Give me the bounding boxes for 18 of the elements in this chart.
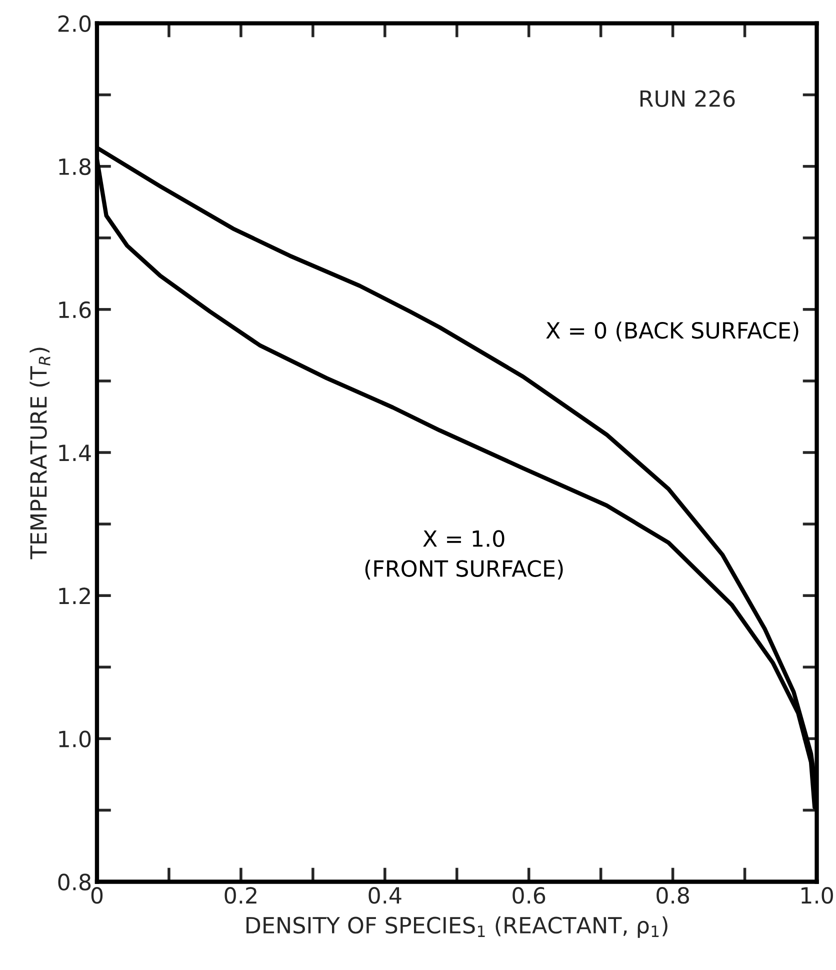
y-tick-label: 1.4 bbox=[59, 444, 91, 461]
x-tick-label: 0.2 bbox=[224, 886, 256, 904]
x-tick-label: 0.6 bbox=[512, 886, 546, 904]
y-axis-title: TEMPERATURE (T$_{R}$) bbox=[30, 348, 50, 560]
series-label: X = 1.0 (FRONT SURFACE) bbox=[365, 530, 563, 580]
x-tick-label: 0 bbox=[91, 886, 103, 904]
y-tick-label: 1.2 bbox=[59, 588, 90, 604]
x-tick-label: 0.8 bbox=[656, 886, 689, 904]
y-tick-label: 1.8 bbox=[59, 158, 91, 176]
x-tick-label: 1.0 bbox=[802, 886, 833, 904]
y-tick-label: 1.6 bbox=[59, 301, 91, 318]
y-tick-label: 1.0 bbox=[59, 730, 91, 748]
x-tick-label: 0.4 bbox=[368, 886, 402, 904]
annotation: RUN 226 bbox=[640, 90, 735, 107]
y-tick-label: 2.0 bbox=[58, 15, 91, 32]
series-label: X = 0 (BACK SURFACE) bbox=[546, 322, 798, 342]
y-tick-label: 0.8 bbox=[58, 874, 91, 890]
x-axis-title: DENSITY OF SPECIES$_{1}$ (REACTANT, ρ$_{1}$) bbox=[246, 916, 668, 938]
